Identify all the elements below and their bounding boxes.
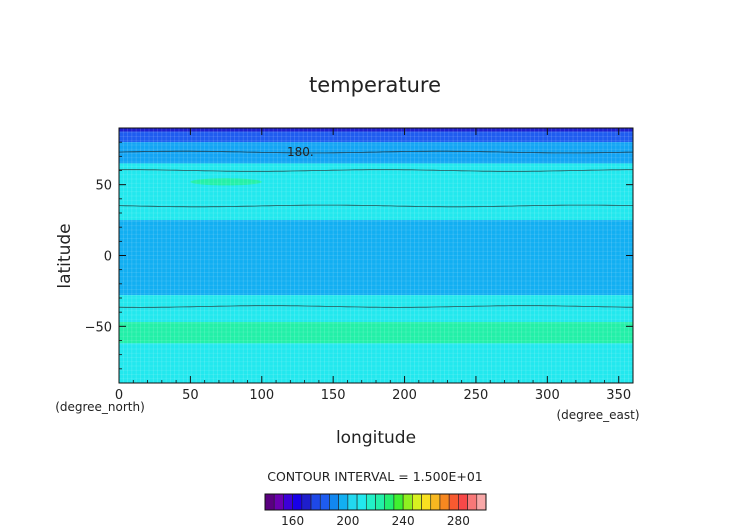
colorbar-swatch	[329, 493, 339, 511]
y-axis-label: latitude	[55, 223, 75, 288]
x-tick-label: 200	[392, 388, 417, 403]
colorbar-swatch	[402, 493, 413, 511]
colorbar-tick-label: 240	[392, 514, 415, 528]
colorbar-tick-label: 200	[336, 514, 359, 528]
temperature-band-5	[119, 295, 633, 323]
x-axis: 0 50 100 150 200 250 300 350	[115, 128, 631, 403]
contour-line-3	[118, 305, 633, 308]
colorbar-tick-label: 160	[281, 514, 304, 528]
colorbar-swatch	[338, 493, 349, 511]
temperature-band-4	[119, 220, 633, 296]
x-unit-label: (degree_east)	[556, 408, 639, 422]
temperature-bands	[119, 128, 633, 383]
colorbar-swatch	[412, 493, 422, 511]
colorbar-swatch	[393, 493, 404, 511]
y-tick-label: 50	[95, 179, 112, 194]
x-tick-label: 0	[115, 388, 123, 403]
y-axis: −50 0 50	[85, 141, 633, 370]
colorbar-swatch	[273, 493, 284, 511]
temperature-band-6	[119, 322, 633, 344]
temperature-band-1	[119, 131, 633, 143]
colorbar-swatch	[384, 493, 395, 511]
contour-line-0	[118, 150, 634, 154]
colorbar-swatch	[356, 493, 367, 511]
x-tick-label: 350	[606, 388, 631, 403]
colorbar-swatch	[430, 493, 441, 511]
colorbar-swatch	[283, 493, 293, 511]
colorbar-swatch	[264, 493, 275, 511]
x-axis-label: longitude	[336, 428, 416, 448]
plot-area: 180.	[118, 127, 634, 384]
temperature-band-3	[119, 163, 633, 221]
colorbar-frame	[264, 493, 487, 511]
x-tick-label: 250	[464, 388, 489, 403]
contour-interval-label: CONTOUR INTERVAL = 1.500E+01	[267, 469, 483, 484]
colorbar-swatch	[458, 493, 468, 511]
y-unit-label: (degree_north)	[55, 400, 145, 414]
colorbar-swatch	[365, 493, 376, 511]
colorbar-swatch	[319, 493, 330, 511]
y-tick-label: −50	[85, 320, 112, 335]
contour-value-label: 180.	[287, 145, 314, 159]
y-tick-label: 0	[104, 250, 112, 265]
colorbar: 160 200 240 280	[264, 493, 487, 528]
x-tick-label: 100	[249, 388, 274, 403]
contour-lines	[118, 150, 634, 308]
colorbar-swatch	[476, 493, 487, 511]
temperature-patch-0	[190, 178, 262, 186]
chart-title: temperature	[309, 73, 441, 97]
colorbar-swatch	[448, 493, 459, 511]
colorbar-swatch	[310, 493, 321, 511]
colorbar-swatch	[421, 493, 432, 511]
temperature-band-2	[119, 142, 633, 164]
colorbar-tick-label: 280	[447, 514, 470, 528]
x-tick-label: 300	[535, 388, 560, 403]
temperature-patches	[190, 178, 262, 186]
contour-line-1	[119, 169, 633, 172]
colorbar-swatch	[301, 493, 312, 511]
colorbar-swatch	[292, 493, 303, 511]
x-tick-label: 50	[182, 388, 199, 403]
colorbar-swatch	[467, 493, 478, 511]
colorbar-swatch	[375, 493, 386, 511]
grid-lines	[118, 127, 634, 384]
colorbar-swatch	[439, 493, 450, 511]
temperature-band-0	[119, 128, 633, 132]
x-tick-label: 150	[321, 388, 346, 403]
contour-line-2	[118, 204, 634, 208]
colorbar-swatch	[347, 493, 358, 511]
